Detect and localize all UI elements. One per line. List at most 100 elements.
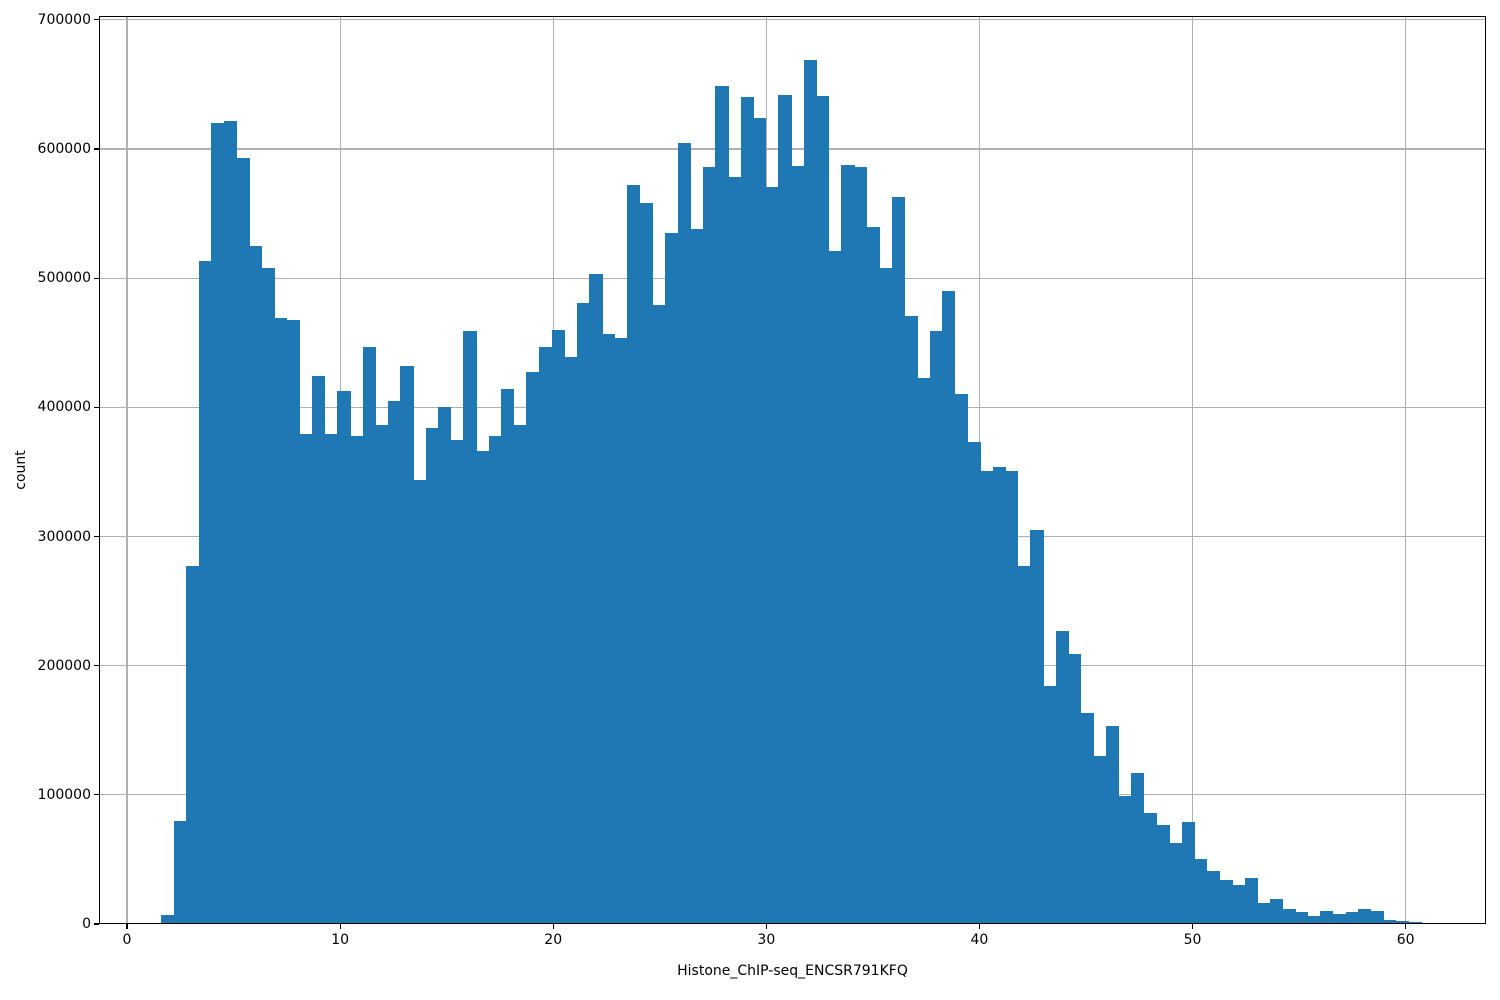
histogram-bar [954,394,968,924]
histogram-bar [1244,877,1258,924]
y-tick-mark [94,148,99,150]
x-tick-label: 30 [757,932,776,948]
y-tick-mark [94,794,99,796]
x-tick-mark [1191,924,1194,929]
y-tick-label: 700000 [37,11,91,28]
histogram-bar [677,142,691,924]
y-gridline [99,19,1486,21]
x-tick-mark [126,924,128,929]
histogram-bar [740,97,754,924]
histogram-bar [476,451,490,924]
histogram-bar [564,356,578,924]
histogram-bar [828,251,842,924]
histogram-bar [450,439,464,924]
histogram-bar [1345,912,1359,924]
x-tick-label: 0 [122,932,132,948]
histogram-bar [1080,713,1094,924]
histogram-bar [891,196,905,924]
y-tick-mark [94,277,99,279]
histogram-bar [513,425,527,924]
x-tick-label: 40 [970,932,989,948]
histogram-bar [1068,654,1082,924]
histogram-bar [816,96,830,924]
histogram-bar [287,319,301,924]
y-tick-mark [94,19,99,21]
histogram-bar [728,177,742,924]
histogram-bar [438,407,452,924]
histogram-bar [992,466,1006,924]
histogram-bar [980,470,994,924]
histogram-bar [324,434,338,924]
histogram-bar [866,226,880,924]
histogram-bar [173,820,187,924]
histogram-bar [387,400,401,924]
histogram-bar [160,914,175,924]
x-gridline [1191,16,1194,924]
histogram-bar [1055,630,1069,924]
histogram-bar [274,318,288,924]
histogram-bar [186,566,200,924]
histogram-bar [261,267,275,924]
histogram-bar [198,261,212,924]
histogram-bar [362,346,376,924]
histogram-bar [1219,880,1233,924]
histogram-bar [791,165,805,924]
x-axis-label: Histone_ChIP-seq_ENCSR791KFQ [677,963,908,979]
histogram-bar [501,389,515,924]
x-gridline [126,16,128,924]
y-gridline [99,148,1486,150]
histogram-bar [929,331,943,924]
histogram-bar [879,267,893,924]
histogram-bar [1169,842,1183,924]
y-tick-mark [94,406,99,408]
histogram-bar [1320,911,1334,924]
x-tick-mark [765,924,767,929]
y-tick-label: 400000 [37,399,91,416]
histogram-bar [526,372,540,924]
histogram-bar [488,435,502,924]
histogram-bar [223,120,238,924]
histogram-bar [967,442,981,924]
y-tick-label: 100000 [37,786,91,803]
histogram-bar [236,158,250,924]
histogram-bar [1043,686,1057,924]
histogram-bar [1017,566,1031,924]
plot-area [99,16,1486,924]
histogram-bar [715,85,729,924]
histogram-bar [614,337,628,924]
histogram-bar [576,302,590,924]
histogram-bar [702,167,716,924]
histogram-bar [1143,812,1157,924]
histogram-bar [942,291,956,924]
histogram-bar [1282,908,1296,924]
histogram-bar [652,305,666,924]
histogram-bar [1194,859,1208,924]
y-tick-label: 200000 [37,657,91,674]
x-tick-label: 20 [544,932,563,948]
x-gridline [1405,16,1407,924]
bars-layer [99,16,1486,924]
histogram-bar [312,376,326,924]
histogram-bar [463,331,477,924]
y-tick-label: 0 [82,916,91,932]
histogram-bar [854,167,868,924]
x-tick-mark [339,924,341,929]
histogram-bar [1358,908,1372,924]
x-tick-mark [978,924,981,929]
histogram-bar [1005,470,1019,924]
histogram-bar [1395,921,1409,924]
histogram-bar [665,233,679,924]
x-tick-label: 60 [1396,932,1415,948]
histogram-bar [1269,899,1283,924]
histogram-bar [765,186,779,924]
histogram-bar [1383,920,1397,924]
histogram-bar [539,346,553,924]
histogram-bar [413,479,427,924]
histogram-bar [1370,911,1384,924]
histogram-bar [1307,916,1321,924]
histogram-bar [551,329,565,924]
histogram-bar [627,185,641,924]
histogram-bar [1408,922,1422,924]
histogram-bar [690,229,704,924]
histogram-bar [803,59,817,924]
